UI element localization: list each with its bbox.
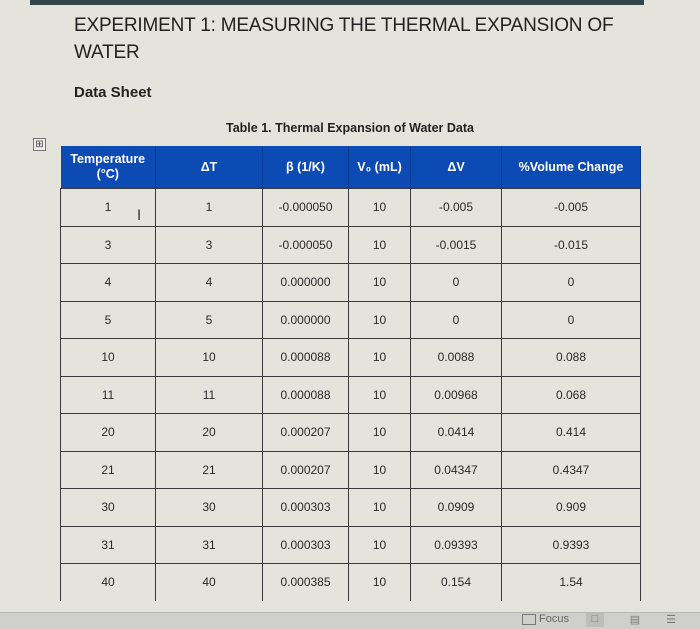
cell-delta-t[interactable]: 5 [155,300,263,339]
cell-delta-t[interactable]: 31 [155,525,263,564]
cell-initial-volume[interactable]: 10 [348,188,411,227]
cell-delta-t[interactable]: 10 [155,338,263,377]
cell-beta[interactable]: 0.000088 [262,375,349,414]
cell-beta[interactable]: -0.000050 [262,188,349,227]
header-percent-volume-change[interactable]: %Volume Change [501,146,641,189]
section-heading: Data Sheet [74,84,152,101]
cell-temperature[interactable]: 40 [60,563,156,601]
cell-delta-v[interactable]: 0.09393 [410,525,502,564]
cell-beta[interactable]: 0.000000 [262,263,349,302]
table-move-handle-icon[interactable]: ⊞ [33,138,46,151]
status-bar [0,612,700,629]
cell-beta[interactable]: 0.000303 [262,488,349,527]
cell-delta-v[interactable]: -0.005 [410,188,502,227]
cell-percent-volume-change[interactable]: 0.4347 [501,450,641,489]
cell-initial-volume[interactable]: 10 [348,450,411,489]
cell-delta-t[interactable]: 3 [155,225,263,264]
cell-percent-volume-change[interactable]: 0.9393 [501,525,641,564]
cell-delta-v[interactable]: 0.00968 [410,375,502,414]
cell-initial-volume[interactable]: 10 [348,525,411,564]
table-row: 5 5 0.000000 10 0 0 [60,300,641,339]
header-temperature[interactable]: Temperature (°C) [60,146,156,189]
focus-icon [522,613,536,625]
cell-percent-volume-change[interactable]: -0.015 [501,225,641,264]
cell-temperature[interactable]: 5 [60,300,156,339]
cell-beta[interactable]: 0.000000 [262,300,349,339]
cell-delta-t[interactable]: 21 [155,450,263,489]
cell-delta-t[interactable]: 11 [155,375,263,414]
window-top-bar [30,0,644,5]
cell-initial-volume[interactable]: 10 [348,375,411,414]
table-row: 21 21 0.000207 10 0.04347 0.4347 [60,450,641,489]
cell-initial-volume[interactable]: 10 [348,300,411,339]
cell-temperature[interactable]: 1 [60,188,156,227]
header-initial-volume[interactable]: V₀ (mL) [348,146,411,189]
cell-temperature[interactable]: 21 [60,450,156,489]
cell-temperature[interactable]: 11 [60,375,156,414]
table-row: 10 10 0.000088 10 0.0088 0.088 [60,338,641,377]
cell-initial-volume[interactable]: 10 [348,413,411,452]
text-cursor-icon: I [137,208,142,224]
cell-delta-v[interactable]: -0.0015 [410,225,502,264]
cell-beta[interactable]: 0.000303 [262,525,349,564]
cell-temperature[interactable]: 20 [60,413,156,452]
cell-temperature[interactable]: 4 [60,263,156,302]
cell-delta-t[interactable]: 40 [155,563,263,601]
cell-initial-volume[interactable]: 10 [348,488,411,527]
thermal-expansion-table: Temperature (°C) ΔT β (1/K) V₀ (mL) ΔV %… [60,146,641,601]
table-header-row: Temperature (°C) ΔT β (1/K) V₀ (mL) ΔV %… [60,146,641,189]
table-row: 4 4 0.000000 10 0 0 [60,263,641,302]
cell-percent-volume-change[interactable]: 0 [501,300,641,339]
cell-delta-t[interactable]: 20 [155,413,263,452]
table-row: 3 3 -0.000050 10 -0.0015 -0.015 [60,225,641,264]
outline-view-button[interactable]: ☰ [666,614,676,626]
cell-beta[interactable]: 0.000385 [262,563,349,601]
document-title: EXPERIMENT 1: MEASURING THE THERMAL EXPA… [74,15,614,63]
table-row: 40 40 0.000385 10 0.154 1.54 [60,563,641,601]
cell-delta-v[interactable]: 0.0088 [410,338,502,377]
cell-temperature[interactable]: 10 [60,338,156,377]
cell-percent-volume-change[interactable]: -0.005 [501,188,641,227]
table-row: 11 11 0.000088 10 0.00968 0.068 [60,375,641,414]
header-delta-t[interactable]: ΔT [155,146,263,189]
focus-label: Focus [539,613,569,625]
table-caption: Table 1. Thermal Expansion of Water Data [226,121,474,135]
cell-percent-volume-change[interactable]: 1.54 [501,563,641,601]
cell-delta-t[interactable]: 4 [155,263,263,302]
cell-initial-volume[interactable]: 10 [348,338,411,377]
cell-beta[interactable]: 0.000207 [262,450,349,489]
cell-beta[interactable]: -0.000050 [262,225,349,264]
web-layout-view-button[interactable]: ▤ [629,614,641,626]
print-layout-view-button[interactable]: □ [586,613,604,627]
cell-delta-v[interactable]: 0.0909 [410,488,502,527]
table-row: 20 20 0.000207 10 0.0414 0.414 [60,413,641,452]
cell-initial-volume[interactable]: 10 [348,563,411,601]
cell-beta[interactable]: 0.000088 [262,338,349,377]
cell-delta-t[interactable]: 1 [155,188,263,227]
header-delta-v[interactable]: ΔV [410,146,502,189]
header-beta[interactable]: β (1/K) [262,146,349,189]
cell-delta-v[interactable]: 0.04347 [410,450,502,489]
cell-delta-v[interactable]: 0 [410,300,502,339]
cell-initial-volume[interactable]: 10 [348,225,411,264]
cell-percent-volume-change[interactable]: 0 [501,263,641,302]
focus-button[interactable]: Focus [522,613,569,625]
cell-temperature[interactable]: 30 [60,488,156,527]
table-row: 31 31 0.000303 10 0.09393 0.9393 [60,525,641,564]
cell-delta-t[interactable]: 30 [155,488,263,527]
cell-percent-volume-change[interactable]: 0.909 [501,488,641,527]
cell-percent-volume-change[interactable]: 0.068 [501,375,641,414]
cell-delta-v[interactable]: 0 [410,263,502,302]
cell-temperature[interactable]: 3 [60,225,156,264]
cell-beta[interactable]: 0.000207 [262,413,349,452]
table-row: 30 30 0.000303 10 0.0909 0.909 [60,488,641,527]
cell-percent-volume-change[interactable]: 0.088 [501,338,641,377]
table-row: 1 1 -0.000050 10 -0.005 -0.005 [60,188,641,227]
cell-delta-v[interactable]: 0.0414 [410,413,502,452]
cell-temperature[interactable]: 31 [60,525,156,564]
cell-initial-volume[interactable]: 10 [348,263,411,302]
cell-percent-volume-change[interactable]: 0.414 [501,413,641,452]
cell-delta-v[interactable]: 0.154 [410,563,502,601]
